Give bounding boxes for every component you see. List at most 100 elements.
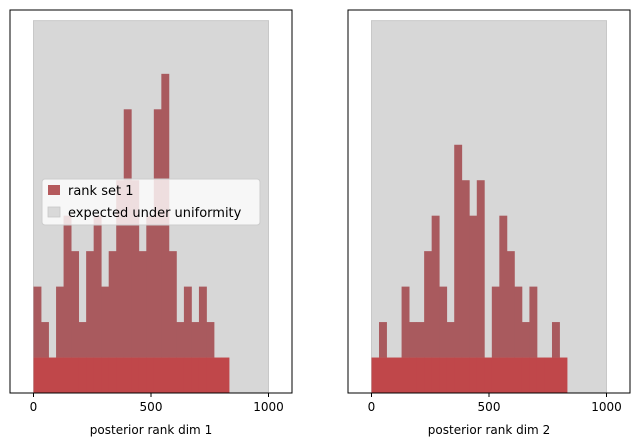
histogram-bar-base [551, 357, 560, 393]
histogram-bar-base [461, 357, 470, 393]
histogram-bar-base [71, 357, 80, 393]
histogram-bar-base [424, 357, 433, 393]
histogram-bar-base [221, 357, 230, 393]
histogram-bar-base [371, 357, 380, 393]
x-axis-label: posterior rank dim 2 [428, 423, 550, 437]
histogram-bar-base [161, 357, 170, 393]
histogram-bar-base [138, 357, 147, 393]
x-tick-label: 1000 [253, 400, 284, 414]
histogram-bar-base [499, 357, 508, 393]
histogram-bar-base [191, 357, 200, 393]
histogram-bar-base [198, 357, 207, 393]
histogram-bar [416, 322, 425, 358]
legend-label-rank-set: rank set 1 [68, 184, 133, 199]
histogram-bar [101, 286, 110, 358]
histogram-bar-base [56, 357, 64, 393]
x-tick-label: 0 [368, 400, 376, 414]
histogram-bar-base [123, 357, 132, 393]
histogram-bar [446, 322, 455, 358]
histogram-bar-base [108, 357, 117, 393]
histogram-bar [461, 180, 470, 358]
histogram-bar [401, 286, 410, 358]
histogram-bar-base [536, 357, 545, 393]
histogram-bar-base [514, 357, 523, 393]
histogram-bar-base [506, 357, 515, 393]
legend-swatch-uniform [47, 206, 61, 218]
x-tick-label: 0 [30, 400, 38, 414]
histogram-bar [499, 215, 508, 358]
histogram-bar [206, 322, 215, 358]
histogram-bar [71, 251, 80, 358]
histogram-bar-base [206, 357, 215, 393]
legend-box [41, 178, 261, 226]
histogram-bar [191, 322, 200, 358]
histogram-bar [86, 251, 95, 358]
histogram-bar [168, 251, 177, 358]
histogram-bar-base [131, 357, 140, 393]
histogram-bar [439, 286, 448, 358]
histogram-bar [41, 322, 49, 358]
histogram-bar-base [93, 357, 102, 393]
histogram-bar-base [101, 357, 110, 393]
histogram-bar [33, 286, 42, 358]
histogram-bar [116, 180, 125, 358]
x-tick-label: 500 [140, 400, 163, 414]
histogram-bar [78, 322, 87, 358]
histogram-bar [454, 144, 463, 358]
histogram-bar-base [183, 357, 192, 393]
histogram-bar [56, 286, 64, 358]
histogram-bar-base [213, 357, 222, 393]
histogram-bar [153, 109, 162, 358]
histogram-bar [146, 215, 155, 358]
histogram-bar-base [529, 357, 538, 393]
histogram-bar-base [416, 357, 425, 393]
x-axis-label: posterior rank dim 1 [90, 423, 212, 437]
histogram-bar-base [446, 357, 455, 393]
histogram-bar-base [78, 357, 87, 393]
histogram-bar [476, 180, 485, 358]
histogram-bar [521, 322, 530, 358]
histogram-bar [176, 322, 185, 358]
histogram-bar-base [431, 357, 440, 393]
histogram-bar-base [168, 357, 177, 393]
histogram-bar [131, 180, 140, 358]
histogram-bar [514, 286, 523, 358]
histogram-bar [198, 286, 207, 358]
histogram-bar-base [116, 357, 125, 393]
histogram-bar-base [544, 357, 553, 393]
histogram-bar-base [386, 357, 395, 393]
x-tick-label: 1000 [591, 400, 622, 414]
legend-swatch-rank-set [48, 185, 60, 195]
histogram-bar [379, 322, 387, 358]
histogram-bar-base [439, 357, 448, 393]
histogram-bar-base [176, 357, 185, 393]
histogram-bar-base [484, 357, 493, 393]
histogram-bar [183, 286, 192, 358]
histogram-bar-base [401, 357, 410, 393]
legend: rank set 1 expected under uniformity [41, 178, 261, 226]
histogram-bar [491, 286, 500, 358]
histogram-bar-base [559, 357, 568, 393]
histogram-bar-base [491, 357, 500, 393]
x-tick-label: 500 [478, 400, 501, 414]
histogram-bar [424, 251, 433, 358]
histogram-bar-base [476, 357, 485, 393]
histogram-bar-base [86, 357, 95, 393]
histogram-bar-base [379, 357, 387, 393]
histogram-bar [138, 251, 147, 358]
histogram-bar [431, 215, 440, 358]
histogram-bar [108, 251, 117, 358]
histogram-bar-base [454, 357, 463, 393]
histogram-bar [551, 322, 560, 358]
histogram-bar-base [33, 357, 42, 393]
histogram-bar-base [469, 357, 478, 393]
legend-label-uniform: expected under uniformity [68, 206, 242, 221]
histogram-bar-base [63, 357, 72, 393]
histogram-bar [409, 322, 418, 358]
histogram-bar-base [48, 357, 57, 393]
histogram-bar-base [394, 357, 402, 393]
histogram-bar-base [521, 357, 530, 393]
histogram-bar [93, 215, 102, 358]
histogram-bar-base [146, 357, 155, 393]
